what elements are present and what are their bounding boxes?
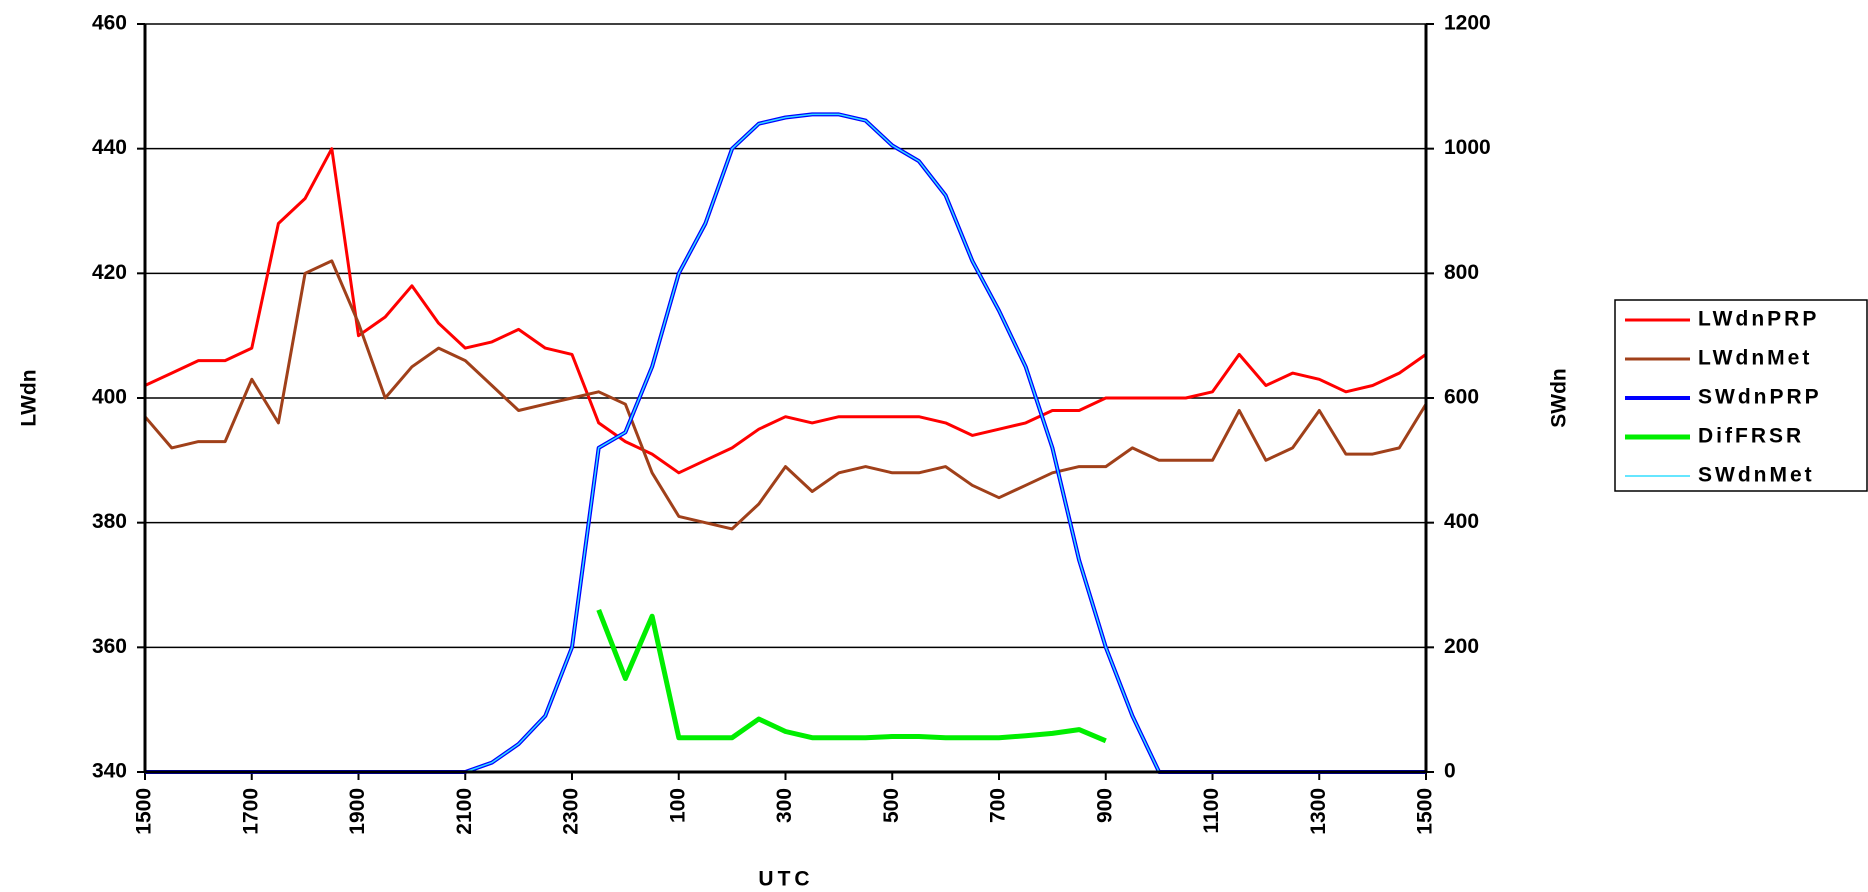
legend-label: LWdnMet	[1698, 347, 1812, 370]
x-tick-label: 1700	[239, 788, 262, 835]
data-line	[145, 112, 1426, 774]
legend-label: SWdnPRP	[1698, 386, 1822, 409]
y2-tick-label: 800	[1444, 261, 1479, 284]
y-tick-label: 360	[92, 635, 127, 658]
y-tick-label: 400	[92, 386, 127, 409]
x-tick-label: 700	[987, 788, 1010, 823]
y-tick-label: 460	[92, 12, 127, 35]
legend-label: DifFRSR	[1698, 425, 1804, 448]
y-tick-label: 340	[92, 760, 127, 783]
x-tick-label: 2100	[453, 788, 476, 835]
x-axis-label: UTC	[758, 868, 813, 891]
legend-label: SWdnMet	[1698, 464, 1815, 487]
legend-box	[1614, 299, 1868, 492]
y-tick-label: 380	[92, 510, 127, 533]
x-tick-label: 100	[666, 788, 689, 823]
data-line	[144, 147, 1427, 475]
x-tick-label: 300	[773, 788, 796, 823]
y-tick-label: 420	[92, 261, 127, 284]
y-axis-label: LWdn	[18, 369, 41, 426]
x-tick-label: 1500	[133, 788, 156, 835]
legend-label: LWdnPRP	[1698, 308, 1819, 331]
x-tick-label: 1500	[1414, 788, 1437, 835]
data-line	[596, 608, 1107, 744]
y2-tick-label: 0	[1444, 760, 1456, 783]
y2-tick-label: 400	[1444, 510, 1479, 533]
x-tick-label: 1100	[1200, 788, 1223, 834]
y2-axis-label: SWdn	[1548, 368, 1571, 427]
x-tick-label: 500	[880, 788, 903, 823]
y2-tick-label: 600	[1444, 386, 1479, 409]
data-line	[143, 259, 1428, 531]
y2-tick-label: 1200	[1444, 12, 1491, 35]
x-tick-label: 2300	[560, 788, 583, 835]
data-line	[145, 113, 1426, 773]
y2-tick-label: 200	[1444, 635, 1479, 658]
y2-tick-label: 1000	[1444, 136, 1491, 159]
x-tick-label: 1900	[346, 788, 369, 835]
x-tick-label: 1300	[1307, 788, 1330, 835]
y-tick-label: 440	[92, 136, 127, 159]
x-tick-label: 900	[1093, 788, 1116, 823]
